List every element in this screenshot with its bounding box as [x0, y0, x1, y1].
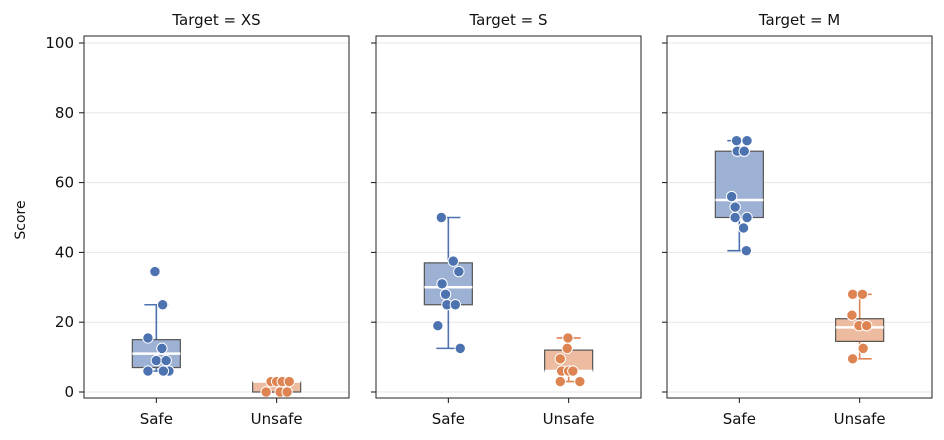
data-point — [555, 376, 565, 386]
panel-1: Target = XS Safe Unsafe 0 20 40 60 80 100 — [45, 11, 349, 428]
x-tick-label: Safe — [432, 410, 465, 428]
box-unsafe — [836, 289, 884, 364]
data-point — [143, 366, 153, 376]
x-tick-label: Unsafe — [834, 410, 886, 428]
data-point — [742, 136, 752, 146]
y-tick-label: 0 — [64, 383, 74, 401]
data-point — [282, 387, 292, 397]
y-axis-label: Score — [13, 200, 29, 239]
data-point — [861, 320, 871, 330]
data-point — [455, 343, 465, 353]
x-tick-label: Safe — [723, 410, 756, 428]
box-unsafe — [253, 376, 301, 397]
data-point — [731, 136, 741, 146]
data-point — [436, 212, 446, 222]
data-point — [562, 343, 572, 353]
box-safe — [715, 136, 763, 256]
data-point — [741, 245, 751, 255]
data-point — [847, 310, 857, 320]
data-point — [450, 300, 460, 310]
data-point — [151, 355, 161, 365]
data-point — [847, 289, 857, 299]
y-tick-label: 60 — [55, 174, 74, 192]
x-tick-label: Unsafe — [543, 410, 595, 428]
data-point — [437, 279, 447, 289]
box-safe — [132, 266, 180, 376]
data-point — [157, 343, 167, 353]
panel-2: Target = S Safe Unsafe — [371, 11, 641, 428]
data-point — [738, 223, 748, 233]
panel-frame — [84, 36, 349, 398]
data-point — [730, 202, 740, 212]
data-point — [857, 289, 867, 299]
y-tick-label: 80 — [55, 104, 74, 122]
panel-3: Target = M Safe Unsafe — [662, 11, 932, 428]
panel-title: Target = S — [468, 11, 547, 29]
data-point — [440, 289, 450, 299]
box-unsafe — [545, 333, 593, 387]
data-point — [157, 300, 167, 310]
data-point — [847, 354, 857, 364]
data-point — [555, 354, 565, 364]
data-point — [563, 333, 573, 343]
data-point — [726, 191, 736, 201]
data-point — [161, 355, 171, 365]
y-tick-label: 40 — [55, 243, 74, 261]
data-point — [742, 212, 752, 222]
y-tick-label: 20 — [55, 313, 74, 331]
panel-frame — [667, 36, 932, 398]
panel-title: Target = XS — [171, 11, 260, 29]
data-point — [448, 256, 458, 266]
data-point — [568, 366, 578, 376]
y-tick-label: 100 — [45, 34, 74, 52]
data-point — [150, 266, 160, 276]
data-point — [261, 387, 271, 397]
panel-title: Target = M — [758, 11, 840, 29]
box-safe — [424, 212, 472, 353]
data-point — [143, 333, 153, 343]
data-point — [858, 343, 868, 353]
data-point — [284, 376, 294, 386]
data-point — [433, 320, 443, 330]
x-tick-label: Safe — [140, 410, 173, 428]
x-tick-label: Unsafe — [251, 410, 303, 428]
data-point — [158, 366, 168, 376]
data-point — [739, 146, 749, 156]
panel-frame — [376, 36, 641, 398]
data-point — [454, 266, 464, 276]
data-point — [575, 376, 585, 386]
data-point — [730, 212, 740, 222]
